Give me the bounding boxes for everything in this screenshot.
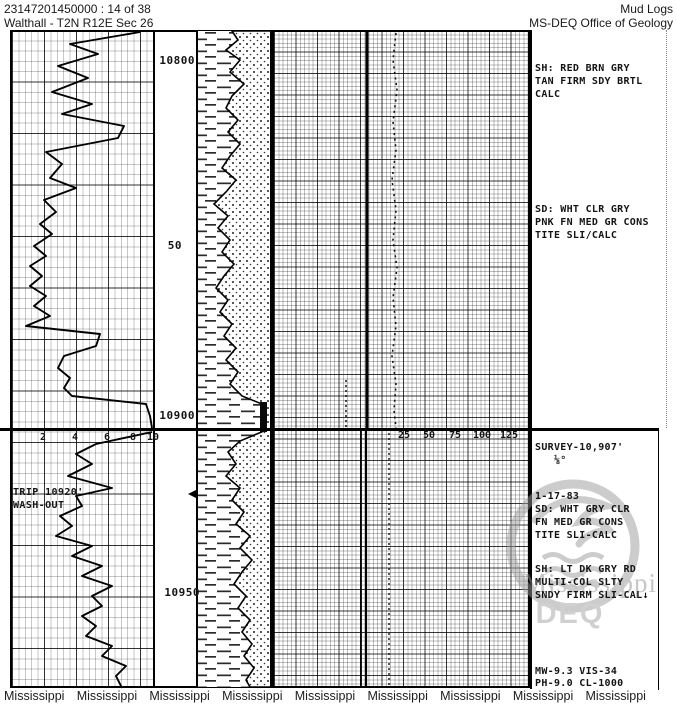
right-scale-125: 125 [500, 430, 519, 441]
depth-marker-line [0, 428, 658, 431]
depth-label-10850: 50 [167, 239, 182, 252]
footer-mississippi-4: Mississippi [222, 689, 283, 703]
footer-mississippi-3: Mississippi [149, 689, 210, 703]
left-scale-4: 4 [72, 432, 79, 443]
left-scale-6: 6 [104, 432, 111, 443]
footer-mississippi-6: Mississippi [367, 689, 428, 703]
right-scale-25: 25 [398, 430, 411, 441]
depth-label-10800: 10800 [159, 54, 195, 67]
annotation-sd-wht-clr: SD: WHT CLR GRY PNK FN MED GR CONS TITE … [535, 204, 649, 241]
footer-watermark-row: Mississippi Mississippi Mississippi Miss… [4, 689, 646, 703]
right-scale-75: 75 [449, 430, 462, 441]
shale-pattern [197, 31, 271, 687]
agency-name: MS-DEQ Office of Geology [529, 16, 673, 30]
rop-track-grid [10, 30, 155, 688]
right-scale-100: 100 [473, 430, 492, 441]
footer-mississippi-8: Mississippi [512, 689, 574, 703]
top-frame-line [10, 30, 530, 32]
washout-annotation: WASH-OUT [13, 500, 65, 511]
annotation-date-sd: 1-17-83 SD: WHT GRY CLR FN MED GR CONS T… [535, 491, 630, 541]
sand-pattern-dots [212, 30, 272, 688]
footer-mississippi-9: Mississippi [585, 689, 646, 703]
annotation-mud-properties: MW-9.3 VIS-34 PH-9.0 CL-1000 [535, 666, 624, 689]
left-scale-10: 10 [147, 432, 160, 443]
trip-annotation: TRIP 10920' [13, 487, 84, 498]
annotation-right-border-dotted [666, 30, 667, 428]
footer-mississippi-5: Mississippi [294, 689, 356, 703]
document-id: 23147201450000 : 14 of 38 [4, 2, 151, 16]
right-scale-50: 50 [423, 430, 436, 441]
depth-label-10900: 10900 [159, 409, 195, 422]
annotation-sh-lt-dk: SH: LT DK GRY RD MULTI-COL SLTY SNDY FIR… [535, 564, 649, 601]
well-name: Walthall - T2N R12E Sec 26 [4, 16, 154, 30]
footer-mississippi-2: Mississippi [76, 689, 138, 703]
depth-label-10950: 10950 [164, 586, 200, 599]
lithology-column [197, 31, 271, 687]
document-type: Mud Logs [620, 2, 673, 16]
left-scale-2: 2 [40, 432, 47, 443]
sand-pattern [214, 31, 271, 687]
annotation-survey: SURVEY-10,907' ⅛° [535, 442, 624, 466]
lithology-marker-icon [188, 490, 196, 498]
gas-track-grid [272, 30, 530, 688]
left-scale-8: 8 [130, 432, 137, 443]
footer-mississippi-1: Mississippi [4, 689, 65, 703]
annotation-left-border [530, 30, 532, 690]
annotation-right-border [658, 428, 659, 690]
bottom-frame-line [10, 686, 530, 688]
footer-mississippi-7: Mississippi [440, 689, 501, 703]
annotation-sh-red-brn: SH: RED BRN GRY TAN FIRM SDY BRTL CALC [535, 63, 643, 100]
